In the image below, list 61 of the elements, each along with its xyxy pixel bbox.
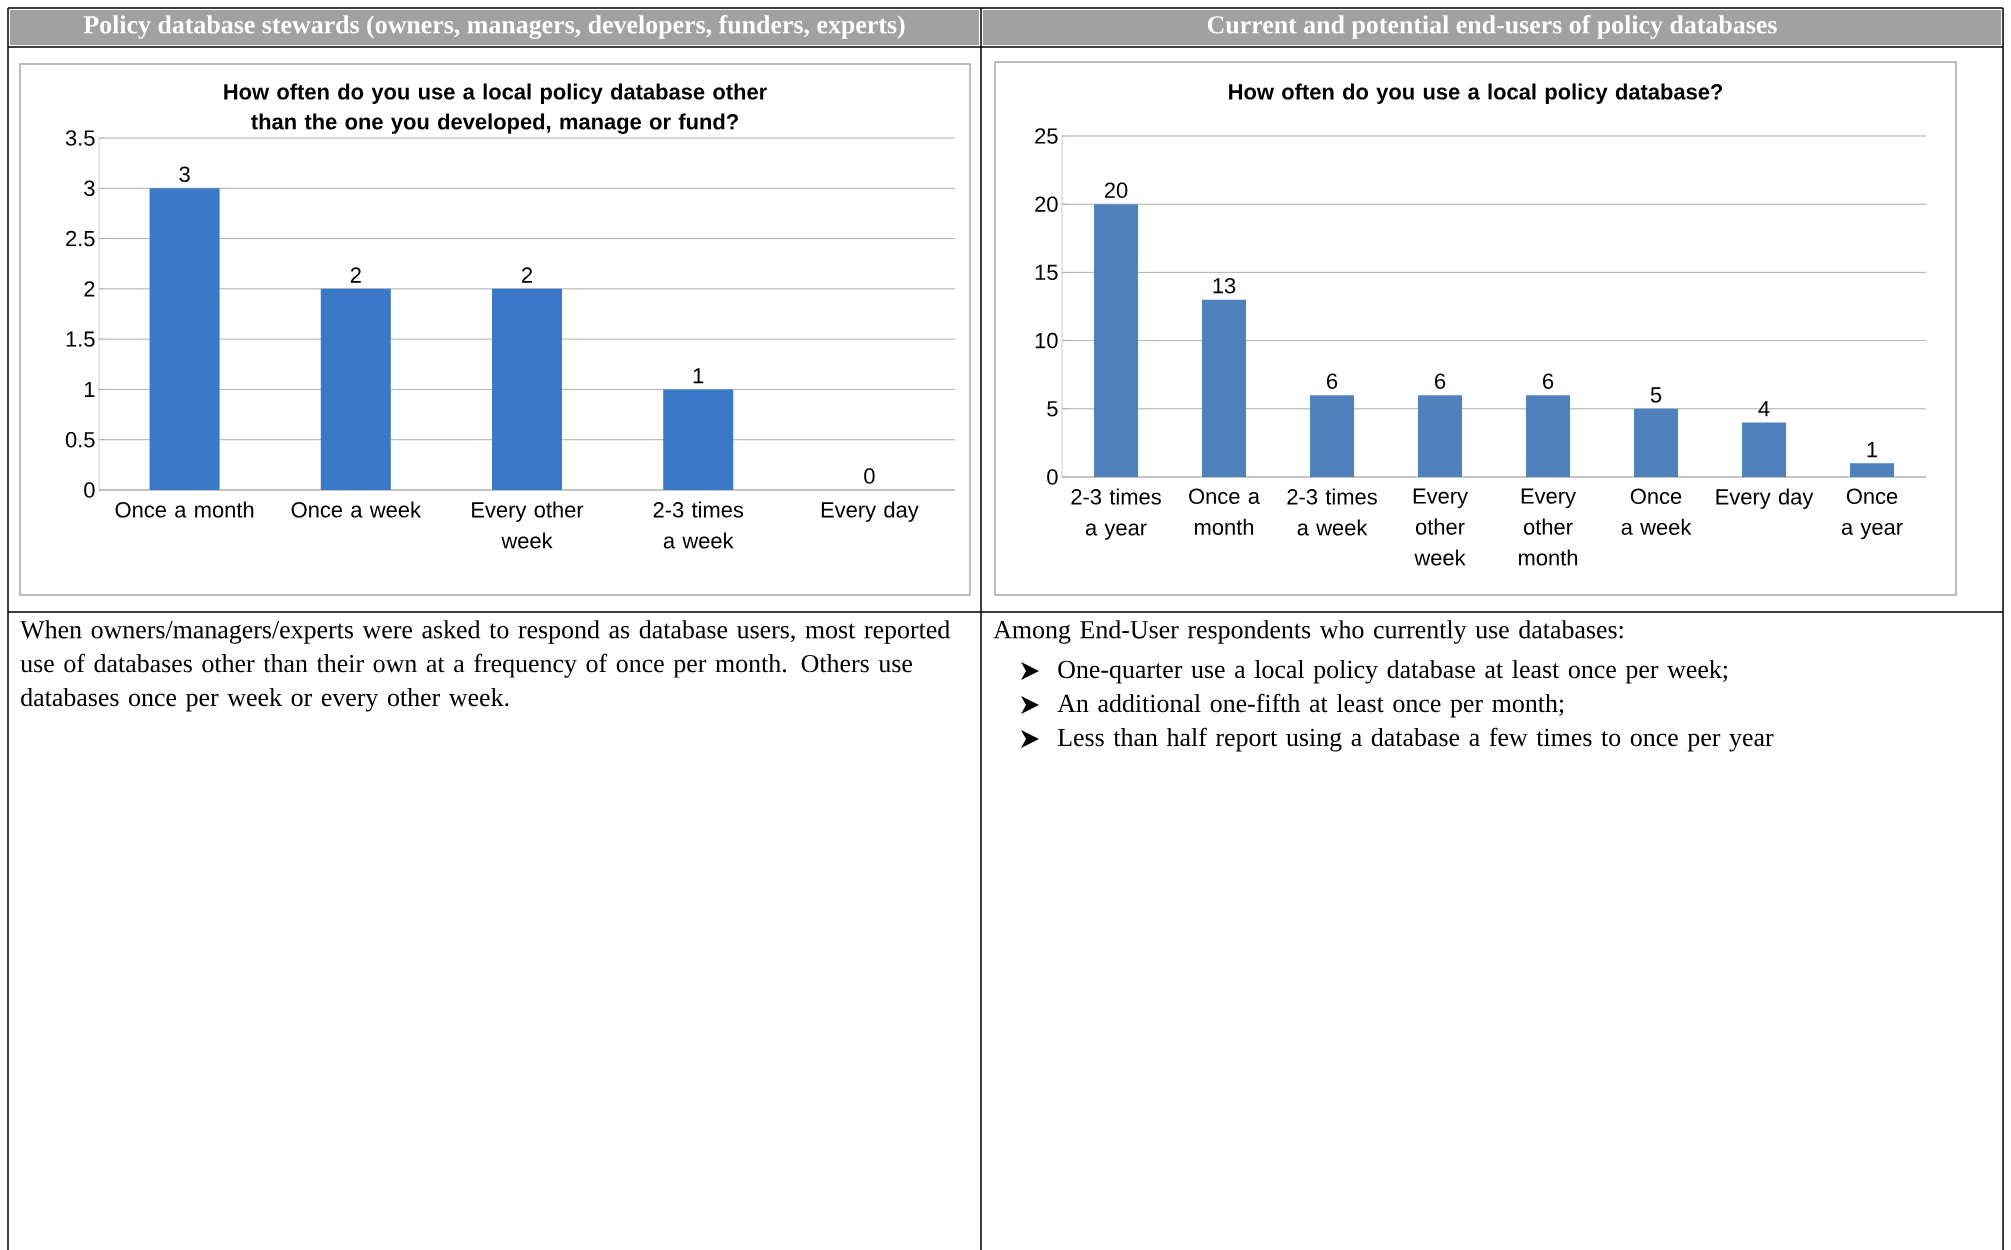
bar bbox=[320, 288, 391, 490]
y-tick-label: 3 bbox=[84, 180, 95, 197]
data-label: 6 bbox=[1327, 373, 1338, 389]
y-tick-label: 1.5 bbox=[66, 331, 95, 347]
x-tick-label: 2-3 times a year bbox=[1071, 488, 1161, 540]
y-tick-label: 2.5 bbox=[66, 230, 95, 247]
data-label: 2 bbox=[350, 267, 361, 283]
y-tick-label: 2 bbox=[84, 281, 95, 297]
x-tick-label: 2-3 times a week bbox=[653, 501, 744, 549]
chart-title: Current and potential end-users of policy databases bbox=[1207, 15, 1777, 39]
bar bbox=[1094, 204, 1139, 477]
bar bbox=[149, 188, 220, 490]
data-label: 20 bbox=[1104, 182, 1128, 198]
x-tick-label: Every day bbox=[821, 501, 919, 522]
y-tick-label: 25 bbox=[1035, 128, 1058, 144]
y-tick-label: 0 bbox=[84, 482, 95, 498]
text: An additional one-fifth at least once per month; bbox=[1057, 693, 1564, 718]
data-label: 3 bbox=[179, 166, 190, 183]
bar bbox=[1850, 463, 1895, 477]
y-tick-label: 0.5 bbox=[65, 431, 95, 448]
data-label: 4 bbox=[1758, 401, 1770, 417]
data-label: 0 bbox=[864, 468, 875, 484]
data-label: 13 bbox=[1213, 277, 1236, 294]
chart-subtitle: How often do you use a local policy database other than the one you developed, manage or fund? bbox=[224, 83, 767, 134]
x-tick-label: Every other week bbox=[1413, 488, 1468, 566]
x-tick-label: Once a week bbox=[1621, 488, 1692, 535]
bar bbox=[1418, 395, 1463, 477]
text: When owners/managers/experts were asked to respond as database users, most reported use of databases other than their own at a frequency of once per month. Others use databases once per week or every other week. bbox=[20, 620, 950, 712]
bar bbox=[1526, 395, 1571, 477]
x-tick-label: Once a year bbox=[1841, 488, 1903, 540]
y-tick-label: 0 bbox=[1047, 469, 1058, 485]
data-label: 1 bbox=[693, 368, 704, 384]
y-tick-label: 1 bbox=[84, 381, 95, 397]
data-label: 1 bbox=[1867, 442, 1878, 458]
data-label: 6 bbox=[1435, 373, 1446, 389]
y-tick-label: 15 bbox=[1035, 264, 1058, 281]
x-tick-label: Every other week bbox=[472, 501, 584, 549]
bar bbox=[663, 389, 734, 490]
bar bbox=[1202, 299, 1247, 477]
data-label: 6 bbox=[1543, 373, 1554, 389]
x-tick-label: Once a week bbox=[291, 501, 421, 518]
text: One-quarter use a local policy database at least once per week; bbox=[1058, 659, 1728, 684]
text: Among End-User respondents who currently use databases: bbox=[993, 620, 1623, 644]
bar bbox=[1634, 408, 1679, 477]
data-label: 5 bbox=[1650, 387, 1662, 403]
x-tick-label: Once a month bbox=[115, 501, 254, 518]
x-tick-label: Once a month bbox=[1189, 488, 1260, 535]
x-tick-label: Every day bbox=[1716, 488, 1814, 509]
y-tick-label: 20 bbox=[1035, 196, 1058, 212]
chart-title: Policy database stewards (owners, managers, developers, funders, experts) bbox=[83, 15, 905, 39]
data-label: 2 bbox=[522, 267, 532, 283]
x-tick-label: Every other month bbox=[1519, 488, 1578, 566]
bar bbox=[492, 288, 562, 490]
chart-subtitle: How often do you use a local policy database? bbox=[1229, 83, 1723, 104]
text: Less than half report using a database a few times to once per year bbox=[1057, 727, 1774, 752]
bar bbox=[1310, 395, 1355, 477]
y-tick-label: 5 bbox=[1047, 401, 1058, 417]
y-tick-label: 3.5 bbox=[65, 130, 95, 146]
y-tick-label: 10 bbox=[1035, 332, 1058, 349]
bar bbox=[1742, 422, 1787, 477]
x-tick-label: 2-3 times a week bbox=[1287, 488, 1377, 536]
